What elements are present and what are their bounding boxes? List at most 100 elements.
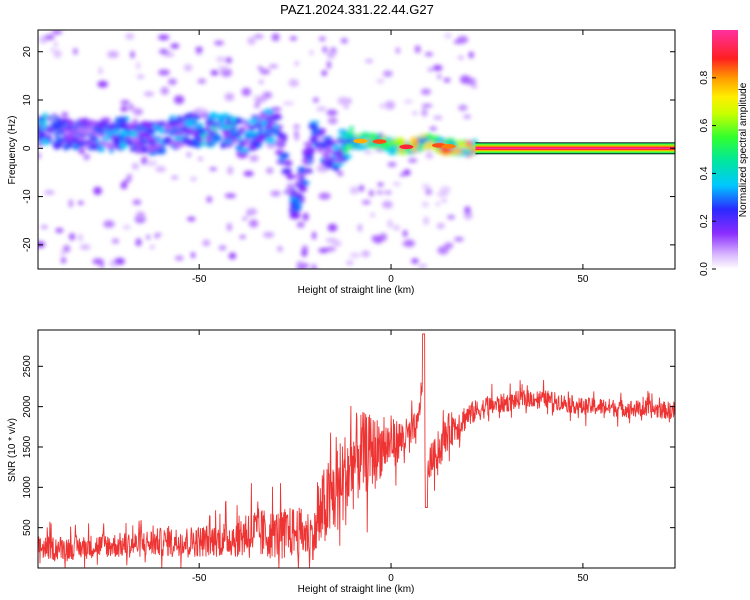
spectrogram-blob [359,133,371,138]
spectrogram-blob [205,135,212,142]
spectrogram-blob [344,138,354,144]
spectrogram-noise [111,238,120,244]
spectrogram-noise [318,248,329,253]
spectrogram-noise [316,106,327,112]
spectrogram-noise [92,258,104,265]
spectrogram-noise [259,68,271,75]
spectrogram-blob [338,134,348,140]
spectrogram-noise [174,255,184,261]
spectrogram-blob [157,138,163,144]
spectrogram-blob [72,143,80,151]
spectrogram-noise [186,216,196,222]
spectrogram-noise [368,189,374,197]
y-tick-label: 1000 [22,476,33,499]
spectrogram-noise [344,104,349,109]
spectrogram-blob [395,137,405,143]
spectrogram-noise [226,223,233,232]
spectrogram-noise [463,78,471,83]
snr-xlabel: Height of straight line (km) [298,584,415,595]
spectrogram-noise [326,60,332,70]
spectrogram-noise [302,212,309,222]
spectrogram-blob [182,121,192,126]
spectrogram-blob [156,147,167,155]
spectrogram-noise [239,235,246,239]
spectrogram-blob [53,144,60,150]
spectrogram-noise [131,162,139,171]
spectrogram-blob [173,141,185,148]
spectrogram-noise [376,78,385,84]
spectrogram-noise [53,41,58,47]
spectrogram-noise [130,50,135,59]
spectrogram-blob [337,129,348,134]
spectrogram-noise [289,36,298,41]
spectrogram-blob [89,137,96,142]
spectrogram-noise [337,170,344,177]
spectrogram-blob [111,134,116,141]
spectrogram-blob [38,123,44,128]
spectrogram-core-blob [441,144,456,149]
spectrogram-blob [246,147,258,151]
spectrogram-noise [160,86,169,96]
spectrogram-noise [370,212,376,218]
spectrogram-blob [129,147,137,152]
spectrogram-blob [149,128,156,133]
spectrogram-noise [206,196,213,203]
spectrogram-blob [52,123,62,130]
spectrogram-blob [332,144,340,151]
spectrogram-noise [313,97,319,103]
spectrogram-noise [421,183,431,190]
spectrogram-blob [245,133,250,141]
spectrogram-noise [454,236,464,242]
spectrogram-noise [107,50,119,59]
spectrogram-noise [149,244,155,250]
spectrogram-noise [143,91,155,97]
spectrogram-noise [132,199,142,205]
spectrogram-blob [303,141,314,148]
spectrogram-noise [403,239,415,248]
spectrogram-blob [46,139,54,144]
spectrogram-blob [46,115,53,122]
spectrogram-noise [345,260,354,266]
spectrogram-blob [269,128,279,133]
spectrogram-tone-band [475,147,675,149]
spectrogram-blob [118,130,129,137]
spectrogram-blob [60,128,71,132]
spectrogram-noise [402,230,408,238]
spectrogram-noise [318,36,326,42]
spectrogram-noise [326,49,336,59]
spectrogram-noise [266,167,274,174]
spectrogram-noise [159,49,169,55]
spectrogram-noise [93,186,102,196]
spectrogram-blob [193,114,201,120]
spectrogram-noise [337,96,349,105]
spectrogram-blob [410,137,417,144]
spectrogram-noise [371,235,376,242]
colorbar-tick-label: 0.2 [699,214,710,228]
spectrogram-blob [420,135,425,140]
spectrogram-blob [59,118,70,122]
spectrogram-blob [263,128,271,135]
spectrogram-blob [192,144,199,148]
spectrogram-blob [38,132,47,139]
spectrogram-blob [71,125,78,130]
spectrogram-blob [276,138,284,145]
spectrogram-blob [131,124,137,132]
colorbar-label: Normalized spectral amplitude [738,82,749,217]
colorbar-tick-label: 0.6 [699,118,710,132]
spectrogram-blob [382,141,393,148]
spectrogram-noise [361,200,371,205]
spectrogram-blob [240,127,247,132]
spectrogram-blob [200,113,209,119]
spectrogram-blob [176,115,183,119]
spectrogram-blob [66,119,75,127]
spectrogram-noise [114,257,126,265]
spectrogram-blob [333,165,340,172]
x-tick-label: 50 [577,274,589,285]
spectrogram-noise [68,233,76,241]
spectrogram-blob [132,118,138,126]
spectrogram-noise [326,109,338,116]
spectrogram-noise [49,48,57,52]
spectrogram-blob [317,146,323,154]
spectrogram-blob [302,158,310,165]
spectrogram-blob [170,120,178,127]
